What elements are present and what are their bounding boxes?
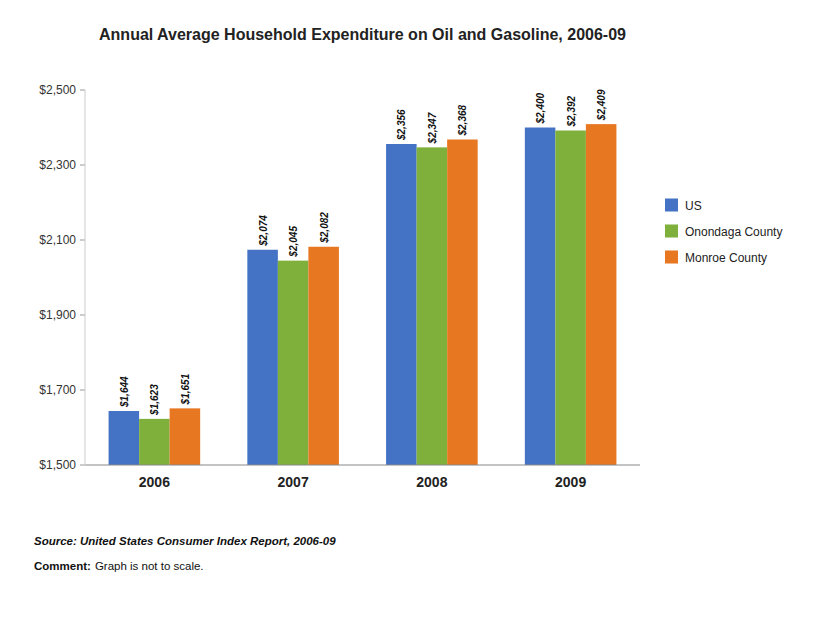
bar xyxy=(447,140,478,466)
x-tick-label: 2006 xyxy=(139,474,170,490)
comment-text: Graph is not to scale. xyxy=(95,560,204,572)
legend-label: Monroe County xyxy=(685,251,767,265)
chart: Annual Average Household Expenditure on … xyxy=(0,0,840,630)
bar xyxy=(278,261,309,465)
y-tick xyxy=(80,390,85,391)
bar xyxy=(247,250,278,465)
y-tick xyxy=(80,165,85,166)
y-tick-label: $1,700 xyxy=(39,383,76,397)
y-tick-label: $1,500 xyxy=(39,458,76,472)
bar xyxy=(139,419,170,465)
data-label: $2,347 xyxy=(427,112,438,144)
bar xyxy=(417,147,448,465)
data-labels: $1,644 $2,074 $2,356 $2,400 $1,623 $2,045 $2,3… xyxy=(119,89,607,416)
legend-swatch xyxy=(665,199,678,212)
y-tick xyxy=(80,90,85,91)
data-label: $2,392 xyxy=(566,95,577,127)
data-label: $2,082 xyxy=(319,212,330,244)
data-label: $2,074 xyxy=(258,215,269,247)
bar xyxy=(308,247,339,465)
data-label: $2,400 xyxy=(535,92,546,124)
data-label: $1,644 xyxy=(119,376,130,408)
legend-swatch xyxy=(665,251,678,264)
y-tick-label: $2,100 xyxy=(39,233,76,247)
bar xyxy=(109,411,140,465)
y-tick xyxy=(80,315,85,316)
y-axis: $1,500 $1,700 $1,900 $2,100 $2,300 $2,500 xyxy=(39,83,85,472)
data-label: $2,368 xyxy=(457,104,468,136)
x-tick-label: 2007 xyxy=(278,474,309,490)
data-label: $1,623 xyxy=(149,384,160,416)
comment-note: Comment: Graph is not to scale. xyxy=(34,560,204,572)
comment-label: Comment: xyxy=(34,560,91,572)
legend-label: Onondaga County xyxy=(685,225,782,239)
bar xyxy=(586,124,617,465)
x-axis-line xyxy=(85,465,640,466)
y-tick-label: $2,500 xyxy=(39,83,76,97)
legend-label: US xyxy=(685,199,702,213)
x-tick-label: 2008 xyxy=(416,474,447,490)
legend: US Onondaga County Monroe County xyxy=(665,199,782,265)
data-label: $2,045 xyxy=(288,226,299,258)
bars xyxy=(109,124,617,465)
legend-swatch xyxy=(665,225,678,238)
y-axis-line xyxy=(85,90,86,465)
title: Annual Average Household Expenditure on … xyxy=(99,26,626,43)
bar xyxy=(555,131,586,466)
y-tick-label: $1,900 xyxy=(39,308,76,322)
bar xyxy=(525,128,556,466)
bar xyxy=(386,144,417,465)
source-note: Source: United States Consumer Index Rep… xyxy=(34,535,336,547)
data-label: $2,356 xyxy=(396,109,407,141)
data-label: $1,651 xyxy=(180,373,191,405)
data-label: $2,409 xyxy=(596,89,607,121)
x-tick-label: 2009 xyxy=(555,474,586,490)
y-tick-label: $2,300 xyxy=(39,158,76,172)
y-tick xyxy=(80,240,85,241)
y-tick xyxy=(80,465,85,466)
bar xyxy=(170,408,201,465)
